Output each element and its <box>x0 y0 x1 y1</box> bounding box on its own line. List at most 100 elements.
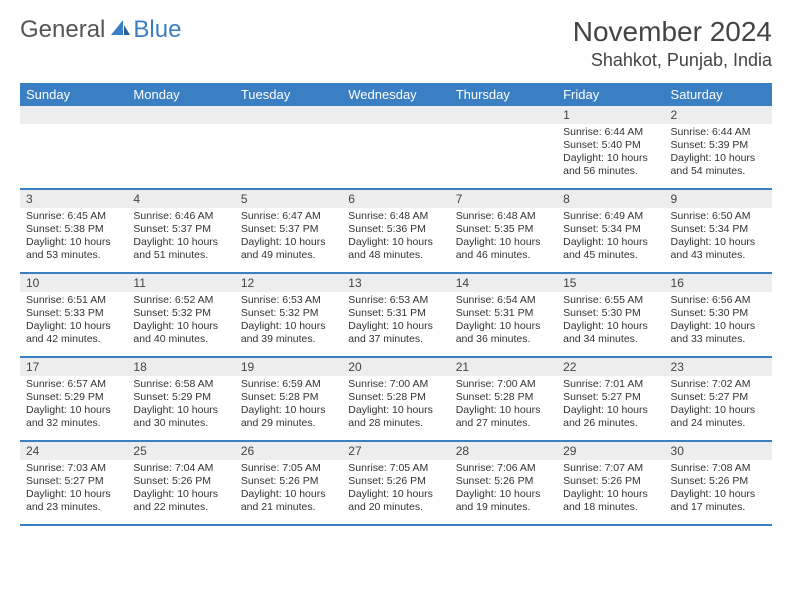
day-number: 6 <box>342 190 449 208</box>
logo: General Blue <box>20 16 181 44</box>
daylight-text: Daylight: 10 hours and 24 minutes. <box>671 404 766 430</box>
calendar-day-cell: 16Sunrise: 6:56 AMSunset: 5:30 PMDayligh… <box>665 273 772 357</box>
day-number: 9 <box>665 190 772 208</box>
sunrise-text: Sunrise: 6:54 AM <box>456 294 551 307</box>
day-details: Sunrise: 7:02 AMSunset: 5:27 PMDaylight:… <box>665 376 772 440</box>
day-details: Sunrise: 7:06 AMSunset: 5:26 PMDaylight:… <box>450 460 557 524</box>
day-number: 30 <box>665 442 772 460</box>
sunset-text: Sunset: 5:31 PM <box>456 307 551 320</box>
day-number: 17 <box>20 358 127 376</box>
daylight-text: Daylight: 10 hours and 43 minutes. <box>671 236 766 262</box>
sunset-text: Sunset: 5:29 PM <box>26 391 121 404</box>
day-details: Sunrise: 6:47 AMSunset: 5:37 PMDaylight:… <box>235 208 342 272</box>
daylight-text: Daylight: 10 hours and 37 minutes. <box>348 320 443 346</box>
daylight-text: Daylight: 10 hours and 42 minutes. <box>26 320 121 346</box>
sunrise-text: Sunrise: 6:50 AM <box>671 210 766 223</box>
day-number <box>342 106 449 124</box>
sunset-text: Sunset: 5:26 PM <box>563 475 658 488</box>
sunset-text: Sunset: 5:26 PM <box>456 475 551 488</box>
day-number: 5 <box>235 190 342 208</box>
sunset-text: Sunset: 5:33 PM <box>26 307 121 320</box>
day-number: 26 <box>235 442 342 460</box>
calendar-day-cell: 17Sunrise: 6:57 AMSunset: 5:29 PMDayligh… <box>20 357 127 441</box>
day-details <box>450 124 557 188</box>
sunset-text: Sunset: 5:26 PM <box>133 475 228 488</box>
calendar-day-cell: 29Sunrise: 7:07 AMSunset: 5:26 PMDayligh… <box>557 441 664 525</box>
sunrise-text: Sunrise: 7:05 AM <box>348 462 443 475</box>
calendar-week-row: 3Sunrise: 6:45 AMSunset: 5:38 PMDaylight… <box>20 189 772 273</box>
daylight-text: Daylight: 10 hours and 51 minutes. <box>133 236 228 262</box>
daylight-text: Daylight: 10 hours and 29 minutes. <box>241 404 336 430</box>
daylight-text: Daylight: 10 hours and 27 minutes. <box>456 404 551 430</box>
sunrise-text: Sunrise: 6:49 AM <box>563 210 658 223</box>
sunset-text: Sunset: 5:37 PM <box>241 223 336 236</box>
daylight-text: Daylight: 10 hours and 40 minutes. <box>133 320 228 346</box>
weekday-header: Monday <box>127 83 234 106</box>
sunrise-text: Sunrise: 6:55 AM <box>563 294 658 307</box>
day-number: 7 <box>450 190 557 208</box>
day-details: Sunrise: 6:58 AMSunset: 5:29 PMDaylight:… <box>127 376 234 440</box>
calendar-day-cell: 15Sunrise: 6:55 AMSunset: 5:30 PMDayligh… <box>557 273 664 357</box>
day-number: 23 <box>665 358 772 376</box>
day-details <box>127 124 234 188</box>
day-number: 29 <box>557 442 664 460</box>
calendar-day-cell: 11Sunrise: 6:52 AMSunset: 5:32 PMDayligh… <box>127 273 234 357</box>
day-number: 4 <box>127 190 234 208</box>
calendar-day-cell: 1Sunrise: 6:44 AMSunset: 5:40 PMDaylight… <box>557 106 664 189</box>
calendar-day-cell: 21Sunrise: 7:00 AMSunset: 5:28 PMDayligh… <box>450 357 557 441</box>
sail-icon <box>109 17 131 44</box>
sunset-text: Sunset: 5:27 PM <box>563 391 658 404</box>
sunrise-text: Sunrise: 6:45 AM <box>26 210 121 223</box>
daylight-text: Daylight: 10 hours and 54 minutes. <box>671 152 766 178</box>
logo-text-blue: Blue <box>133 16 181 44</box>
sunrise-text: Sunrise: 6:48 AM <box>348 210 443 223</box>
day-number: 13 <box>342 274 449 292</box>
daylight-text: Daylight: 10 hours and 17 minutes. <box>671 488 766 514</box>
sunrise-text: Sunrise: 7:03 AM <box>26 462 121 475</box>
weekday-header: Wednesday <box>342 83 449 106</box>
daylight-text: Daylight: 10 hours and 26 minutes. <box>563 404 658 430</box>
daylight-text: Daylight: 10 hours and 22 minutes. <box>133 488 228 514</box>
day-details: Sunrise: 6:56 AMSunset: 5:30 PMDaylight:… <box>665 292 772 356</box>
day-details: Sunrise: 6:48 AMSunset: 5:35 PMDaylight:… <box>450 208 557 272</box>
day-details: Sunrise: 7:08 AMSunset: 5:26 PMDaylight:… <box>665 460 772 524</box>
calendar-week-row: 10Sunrise: 6:51 AMSunset: 5:33 PMDayligh… <box>20 273 772 357</box>
day-number: 18 <box>127 358 234 376</box>
day-number: 10 <box>20 274 127 292</box>
sunrise-text: Sunrise: 7:00 AM <box>456 378 551 391</box>
sunrise-text: Sunrise: 7:04 AM <box>133 462 228 475</box>
day-number: 27 <box>342 442 449 460</box>
calendar-day-cell <box>342 106 449 189</box>
sunset-text: Sunset: 5:29 PM <box>133 391 228 404</box>
day-number <box>127 106 234 124</box>
calendar-day-cell <box>20 106 127 189</box>
day-details: Sunrise: 6:46 AMSunset: 5:37 PMDaylight:… <box>127 208 234 272</box>
day-number <box>235 106 342 124</box>
calendar-day-cell: 8Sunrise: 6:49 AMSunset: 5:34 PMDaylight… <box>557 189 664 273</box>
sunrise-text: Sunrise: 6:56 AM <box>671 294 766 307</box>
day-number: 15 <box>557 274 664 292</box>
calendar-day-cell: 10Sunrise: 6:51 AMSunset: 5:33 PMDayligh… <box>20 273 127 357</box>
calendar-day-cell: 4Sunrise: 6:46 AMSunset: 5:37 PMDaylight… <box>127 189 234 273</box>
calendar-day-cell <box>127 106 234 189</box>
day-number: 2 <box>665 106 772 124</box>
calendar-day-cell: 12Sunrise: 6:53 AMSunset: 5:32 PMDayligh… <box>235 273 342 357</box>
day-details: Sunrise: 7:05 AMSunset: 5:26 PMDaylight:… <box>235 460 342 524</box>
sunrise-text: Sunrise: 6:47 AM <box>241 210 336 223</box>
calendar-day-cell: 18Sunrise: 6:58 AMSunset: 5:29 PMDayligh… <box>127 357 234 441</box>
daylight-text: Daylight: 10 hours and 53 minutes. <box>26 236 121 262</box>
sunset-text: Sunset: 5:36 PM <box>348 223 443 236</box>
sunrise-text: Sunrise: 6:53 AM <box>241 294 336 307</box>
sunset-text: Sunset: 5:26 PM <box>241 475 336 488</box>
day-details: Sunrise: 7:00 AMSunset: 5:28 PMDaylight:… <box>342 376 449 440</box>
day-number: 12 <box>235 274 342 292</box>
sunrise-text: Sunrise: 6:53 AM <box>348 294 443 307</box>
day-details <box>342 124 449 188</box>
sunset-text: Sunset: 5:28 PM <box>241 391 336 404</box>
calendar-day-cell: 23Sunrise: 7:02 AMSunset: 5:27 PMDayligh… <box>665 357 772 441</box>
sunrise-text: Sunrise: 7:05 AM <box>241 462 336 475</box>
day-details: Sunrise: 6:57 AMSunset: 5:29 PMDaylight:… <box>20 376 127 440</box>
sunset-text: Sunset: 5:32 PM <box>241 307 336 320</box>
sunrise-text: Sunrise: 6:48 AM <box>456 210 551 223</box>
calendar-day-cell <box>235 106 342 189</box>
